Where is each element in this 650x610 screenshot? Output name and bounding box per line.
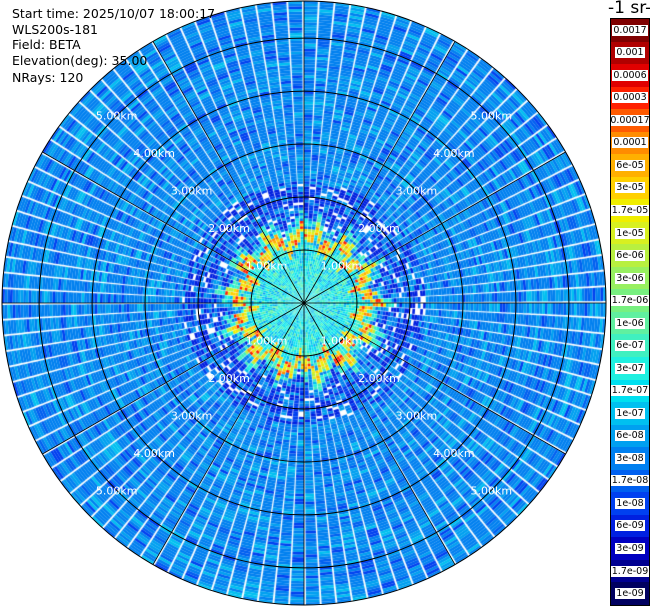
colorbar-segment: 0.0017 — [611, 19, 649, 42]
azimuth-spoke — [42, 302, 305, 455]
colorbar-segment: 3e-06 — [611, 266, 649, 290]
nrays-text: NRays: 120 — [12, 70, 84, 85]
colorbar-segment: 1e-07 — [611, 402, 649, 425]
colorbar-tick-label: 0.0006 — [612, 69, 648, 81]
range-ring-label: 2.00km — [208, 222, 250, 235]
colorbar-segment: 3e-05 — [611, 176, 649, 200]
range-ring-label: 1.00km — [246, 260, 288, 273]
range-ring-label: 3.00km — [396, 185, 438, 198]
colorbar-tick-label: 1.7e-08 — [611, 475, 649, 487]
range-ring-label: 5.00km — [96, 484, 138, 497]
range-ring-label: 3.00km — [171, 185, 213, 198]
colorbar-tick-label: 0.0003 — [612, 92, 648, 104]
colorbar-segment: 6e-07 — [611, 334, 649, 357]
colorbar-tick-label: 1e-07 — [615, 407, 645, 419]
azimuth-spokes — [2, 1, 606, 605]
colorbar-tick-label: 3e-08 — [615, 452, 645, 464]
colorbar-segment: 3e-09 — [611, 537, 649, 560]
azimuth-spoke — [303, 302, 456, 565]
colorbar-segment: 1.7e-05 — [611, 199, 649, 222]
colorbar-segment: 0.001 — [611, 41, 649, 65]
colorbar-tick-label: 3e-07 — [615, 362, 645, 374]
colorbar-segment: 1e-08 — [611, 492, 649, 515]
range-ring-label: 1.00km — [321, 260, 363, 273]
range-ring-label: 1.00km — [246, 334, 288, 347]
range-ring-label: 5.00km — [471, 484, 513, 497]
azimuth-spoke — [303, 151, 566, 304]
colorbar-tick-label: 3e-09 — [615, 542, 645, 554]
colorbar-segment: 1.7e-07 — [611, 379, 649, 403]
colorbar-tick-label: 6e-05 — [615, 159, 645, 171]
colorbar-tick-label: 6e-06 — [615, 250, 645, 262]
colorbar-tick-label: 0.0017 — [612, 24, 648, 36]
colorbar-tick-label: 3e-05 — [615, 182, 645, 194]
range-ring-label: 2.00km — [358, 372, 400, 385]
colorbar-tick-label: 1e-08 — [615, 497, 645, 509]
azimuth-spoke — [303, 302, 566, 455]
range-ring-label: 5.00km — [96, 110, 138, 123]
colorbar-tick-label: 1.7e-05 — [611, 205, 649, 217]
colorbar-segment: 1.7e-08 — [611, 469, 649, 493]
instrument-text: WLS200s-181 — [12, 22, 98, 37]
colorbar-tick-label: 3e-06 — [615, 272, 645, 284]
colorbar-tick-label: 6e-09 — [615, 520, 645, 532]
azimuth-spoke — [303, 41, 456, 304]
colorbar-tick-label: 6e-07 — [615, 340, 645, 352]
range-ring-label: 2.00km — [208, 372, 250, 385]
colorbar-tick-label: 1e-06 — [615, 317, 645, 329]
colorbar: 0.0017 0.001 0.0006 0.0003 0.00017 0.0001 6e-0… — [610, 18, 650, 606]
range-ring-label: 3.00km — [171, 409, 213, 422]
colorbar-segment: 1.7e-06 — [611, 289, 649, 312]
colorbar-tick-label: 1.7e-07 — [611, 385, 649, 397]
field-text: Field: BETA — [12, 37, 81, 52]
colorbar-segment: 3e-07 — [611, 356, 649, 380]
elevation-text: Elevation(deg): 35.00 — [12, 53, 148, 68]
range-ring-label: 2.00km — [358, 222, 400, 235]
range-ring-label: 1.00km — [321, 334, 363, 347]
colorbar-segment: 6e-08 — [611, 424, 649, 448]
colorbar-tick-label: 0.00017 — [610, 114, 650, 126]
range-ring-label: 3.00km — [396, 409, 438, 422]
azimuth-spoke — [42, 151, 305, 304]
colorbar-segment: 0.00017 — [611, 109, 649, 132]
colorbar-tick-label: 0.001 — [615, 47, 645, 59]
range-ring-label: 4.00km — [433, 147, 475, 160]
colorbar-segment: 1e-05 — [611, 221, 649, 245]
azimuth-spoke — [152, 302, 305, 565]
colorbar-segment: 0.0001 — [611, 131, 649, 155]
colorbar-segment: 6e-06 — [611, 244, 649, 267]
range-ring-label: 5.00km — [471, 110, 513, 123]
colorbar-segment: 1e-09 — [611, 582, 649, 605]
azimuth-spoke — [152, 41, 305, 304]
colorbar-segment: 3e-08 — [611, 447, 649, 470]
colorbar-segment: 6e-05 — [611, 154, 649, 177]
colorbar-segment: 1e-06 — [611, 311, 649, 335]
colorbar-tick-label: 1.7e-06 — [611, 295, 649, 307]
colorbar-tick-label: 1e-09 — [615, 588, 645, 600]
range-ring-label: 4.00km — [133, 447, 175, 460]
colorbar-segment: 1.7e-09 — [611, 559, 649, 583]
colorbar-tick-label: 1e-05 — [615, 227, 645, 239]
range-ring-label: 4.00km — [133, 147, 175, 160]
range-ring-labels: 1.00km 1.00km 1.00km 1.00km 2.00km 2.00km 2.00… — [96, 110, 512, 498]
range-ring-label: 4.00km — [433, 447, 475, 460]
colorbar-tick-label: 0.0001 — [612, 137, 648, 149]
colorbar-segment: 6e-09 — [611, 514, 649, 538]
colorbar-tick-label: 1.7e-09 — [611, 565, 649, 577]
colorbar-tick-label: 6e-08 — [615, 430, 645, 442]
colorbar-segment: 0.0003 — [611, 86, 649, 110]
colorbar-title: -1 sr-1 — [608, 0, 650, 18]
colorbar-segment: 0.0006 — [611, 64, 649, 87]
start-time-text: Start time: 2025/10/07 18:00:17 — [12, 6, 216, 21]
